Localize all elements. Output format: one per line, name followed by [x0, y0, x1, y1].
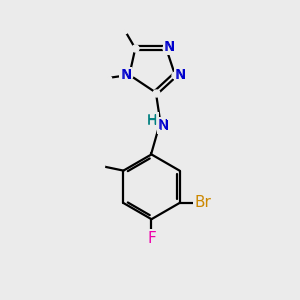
- Text: N: N: [121, 68, 131, 82]
- Text: N: N: [175, 68, 185, 82]
- Text: N: N: [121, 68, 132, 82]
- Text: H: H: [147, 114, 157, 128]
- Text: Br: Br: [195, 196, 212, 211]
- Text: N: N: [164, 40, 174, 54]
- Text: N: N: [159, 118, 169, 133]
- Text: N: N: [175, 68, 185, 82]
- Text: N: N: [164, 40, 175, 54]
- Text: F: F: [147, 231, 156, 246]
- Text: N: N: [158, 118, 168, 132]
- Text: H: H: [147, 113, 157, 127]
